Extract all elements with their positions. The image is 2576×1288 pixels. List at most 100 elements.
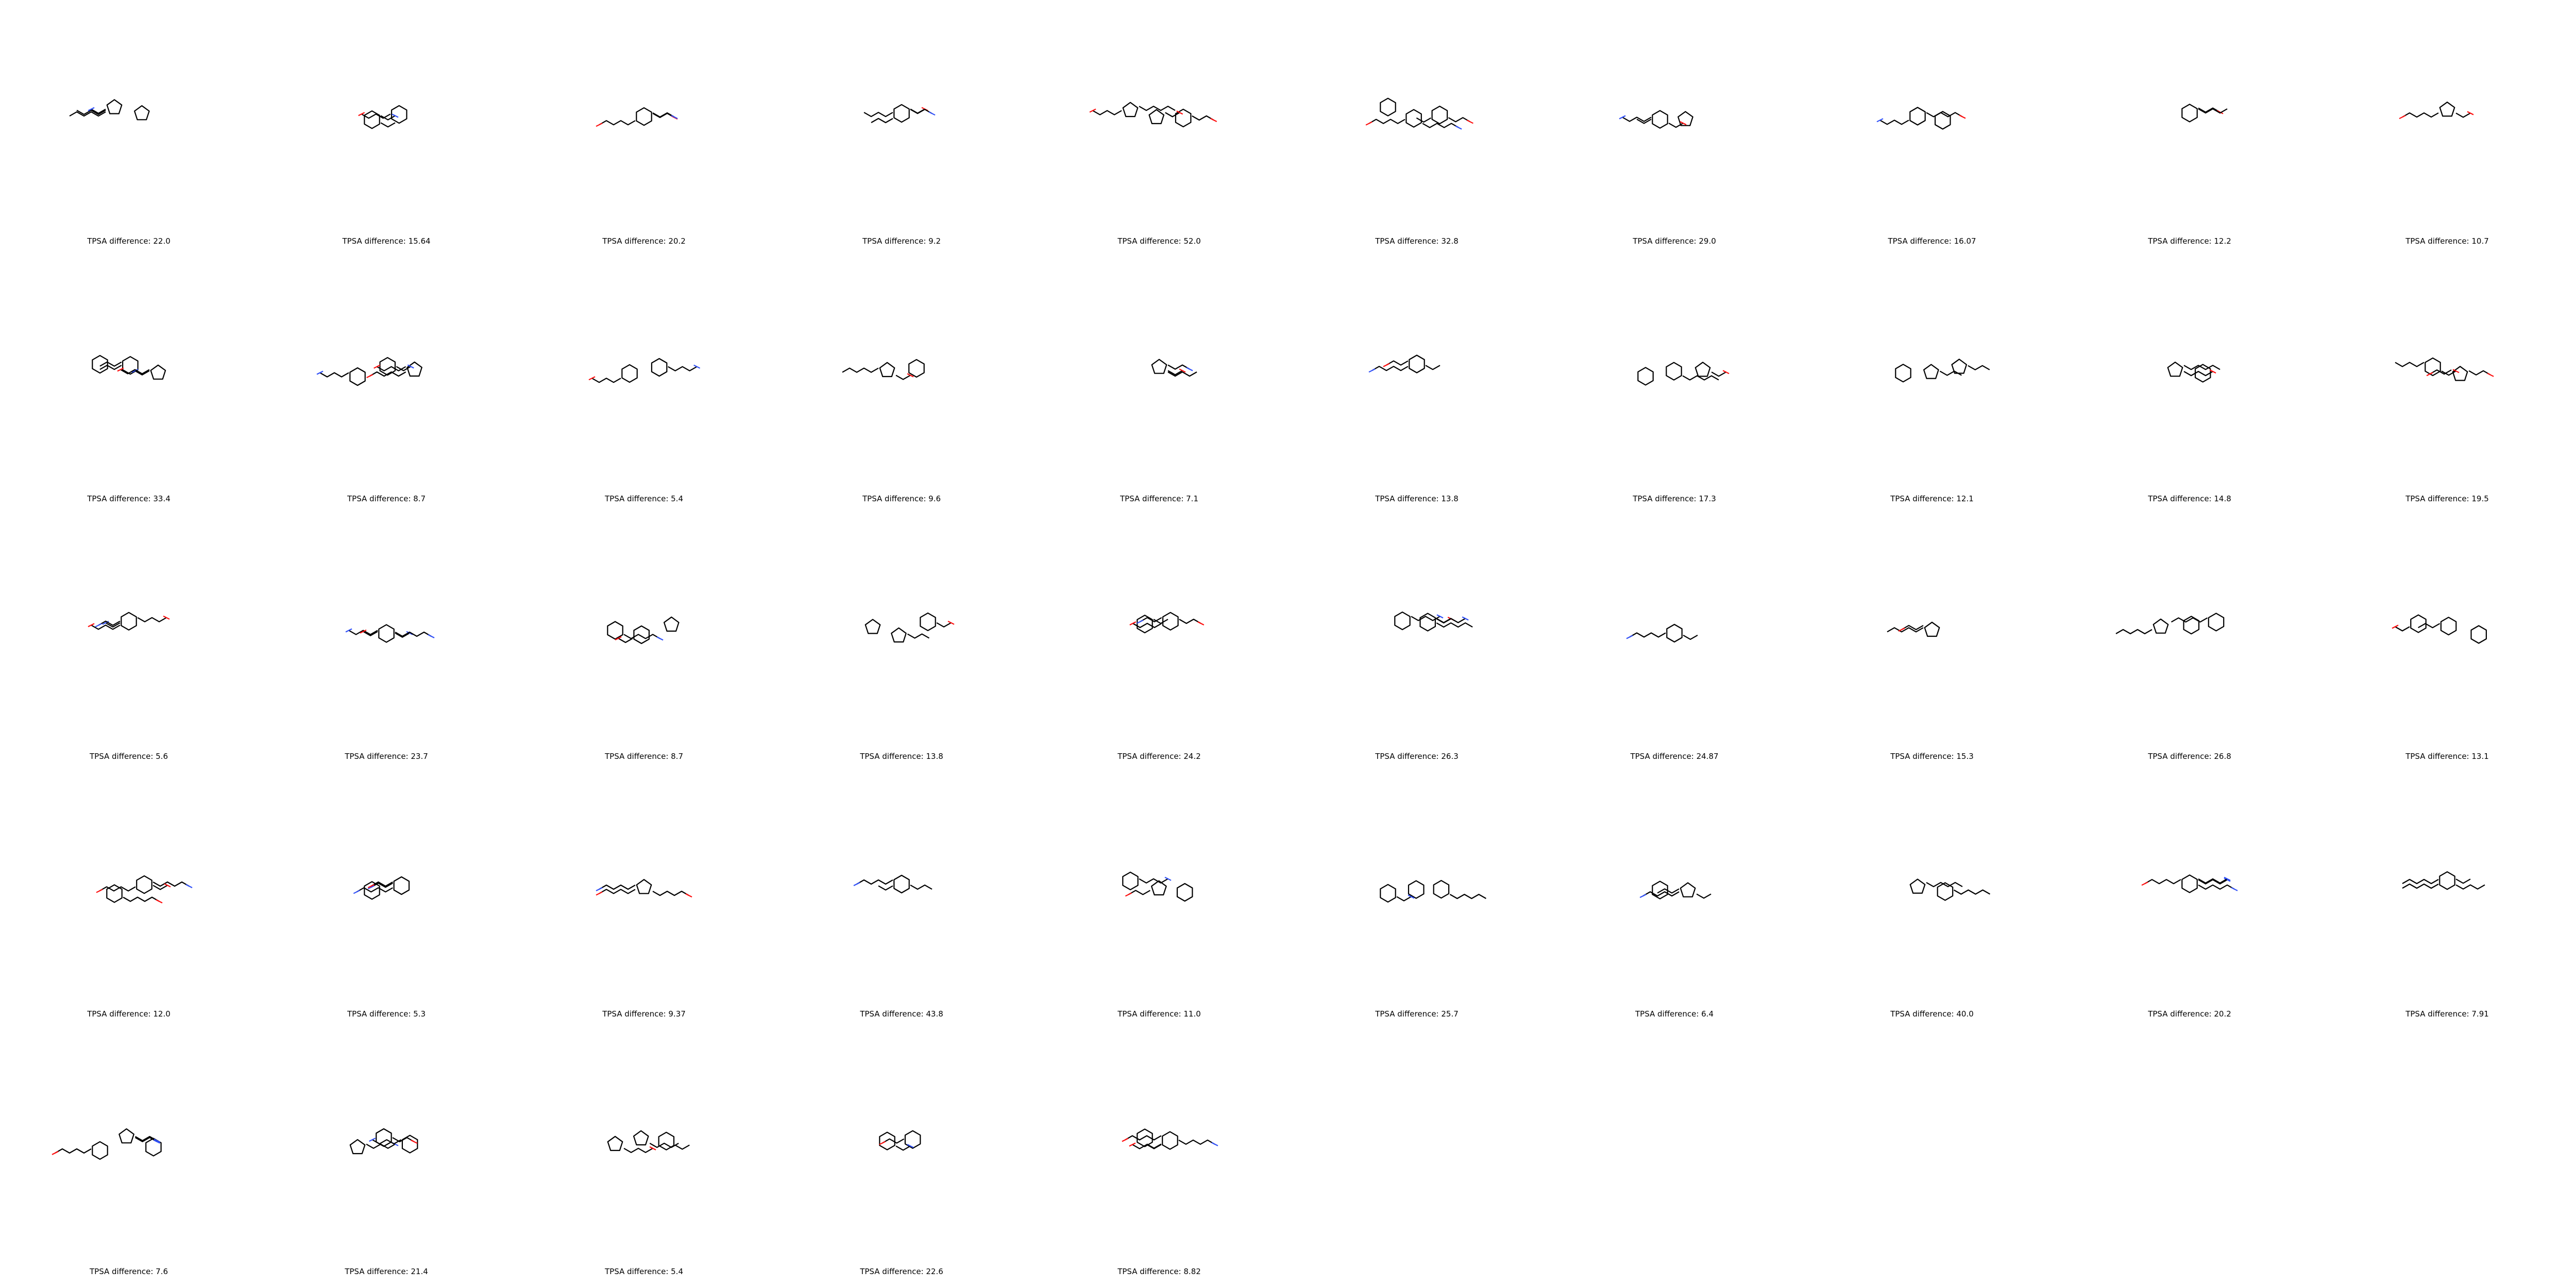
chain-bond (105, 622, 121, 628)
ring-bond (1923, 364, 1939, 379)
molecule-structure-drawing (1151, 359, 1197, 377)
molecule-structure-drawing (2399, 101, 2474, 120)
heteroatom-bond (2487, 372, 2494, 377)
molecule-cell: TPSA difference: 9.6 (773, 258, 1030, 515)
ring-bond (607, 621, 623, 640)
ring-bond (145, 1138, 162, 1157)
heteroatom-bond (406, 631, 413, 635)
heteroatom-bond (1436, 614, 1444, 619)
ring-bond (908, 359, 925, 378)
chain-bond (1416, 117, 1431, 123)
ring-bond (364, 110, 380, 129)
tpsa-difference-label: TPSA difference: 15.3 (1890, 752, 1974, 761)
chain-bond (1657, 888, 1680, 894)
molecule-structure-drawing (596, 107, 678, 127)
chain-bond (649, 1143, 679, 1148)
tpsa-difference-label: TPSA difference: 8.7 (604, 752, 683, 761)
chain-bond (895, 375, 911, 380)
ring-bond (136, 875, 152, 894)
ring-bond (121, 612, 137, 631)
chain-bond (907, 633, 930, 639)
chain-bond (652, 112, 675, 118)
chain-bond (1887, 627, 1924, 633)
tpsa-difference-label: TPSA difference: 32.8 (1375, 236, 1459, 246)
tpsa-difference-label: TPSA difference: 8.82 (1117, 1267, 1201, 1276)
chain-bond (1140, 617, 1162, 622)
chain-bond (1696, 893, 1711, 899)
molecule-structure-drawing (2392, 614, 2487, 644)
chain-bond (1448, 117, 1470, 123)
molecule-cell: TPSA difference: 20.2 (515, 0, 773, 258)
chain-bond (2395, 626, 2410, 632)
molecule-cell: TPSA difference: 5.6 (0, 515, 258, 773)
chain-bond (370, 883, 393, 888)
molecule-structure-drawing (879, 1130, 921, 1151)
heteroatom-bond (392, 113, 399, 118)
molecule-cell: TPSA difference: 12.1 (1803, 258, 2061, 515)
heteroatom-bond (2392, 624, 2399, 629)
heteroatom-bond (2209, 369, 2216, 374)
chain-bond (377, 366, 406, 371)
molecule-structure-drawing (1895, 359, 1990, 383)
ring-bond (2167, 361, 2183, 377)
ring-bond (633, 1130, 649, 1146)
heteroatom-bond (2399, 115, 2406, 120)
heteroatom-bond (928, 111, 936, 116)
tpsa-difference-label: TPSA difference: 9.6 (862, 494, 941, 503)
ring-bond (2181, 874, 2198, 893)
ring-bond (1122, 101, 1139, 117)
molecule-cell: TPSA difference: 16.07 (1803, 0, 2061, 258)
heteroatom-bond (2231, 887, 2238, 891)
heteroatom-bond (1455, 125, 1462, 130)
heteroatom-bond (367, 885, 375, 890)
tpsa-difference-label: TPSA difference: 5.6 (89, 752, 168, 761)
heteroatom-bond (1680, 121, 1687, 126)
ring-bond (1666, 623, 1683, 643)
chain-bond (361, 113, 391, 119)
ring-bond (2181, 104, 2198, 123)
molecule-structure-drawing (863, 104, 936, 124)
tpsa-difference-label: TPSA difference: 7.6 (89, 1267, 168, 1276)
ring-bond (607, 1136, 623, 1151)
chain-bond (1386, 360, 1409, 366)
tpsa-difference-label: TPSA difference: 26.8 (2148, 752, 2231, 761)
chain-bond (1879, 120, 1909, 125)
heteroatom-bond (366, 374, 374, 378)
chain-bond (599, 120, 636, 126)
tpsa-difference-label: TPSA difference: 24.87 (1630, 752, 1719, 761)
ring-bond (904, 1130, 921, 1149)
chain-bond (152, 881, 190, 887)
molecule-cell: TPSA difference: 23.7 (258, 515, 515, 773)
chain-bond (380, 122, 396, 128)
heteroatom-bond (1639, 894, 1647, 898)
molecule-cell: TPSA difference: 5.4 (515, 1030, 773, 1288)
chain-bond (356, 887, 393, 893)
molecule-structure-drawing (1122, 871, 1193, 902)
ring-bond (1637, 367, 1654, 386)
heteroatom-bond (2216, 110, 2224, 114)
heteroatom-bond (1876, 118, 1884, 123)
molecule-structure-drawing (1876, 107, 1966, 130)
chain-bond (395, 632, 410, 638)
chain-bond (2455, 878, 2471, 884)
molecule-structure-drawing (1368, 354, 1440, 374)
heteroatom-bond (163, 615, 170, 620)
chain-bond (134, 1137, 158, 1142)
heteroatom-bond (96, 889, 103, 893)
chain-bond (1425, 365, 1440, 370)
molecule-cell: TPSA difference: 13.1 (2318, 515, 2576, 773)
chain-bond (2115, 629, 2153, 635)
tpsa-difference-label: TPSA difference: 5.4 (604, 494, 683, 503)
chain-bond (1926, 112, 1963, 117)
tpsa-difference-label: TPSA difference: 9.2 (862, 236, 941, 246)
molecule-cell: TPSA difference: 14.8 (2061, 258, 2318, 515)
heteroatom-bond (596, 891, 603, 896)
molecule-cell: TPSA difference: 22.0 (0, 0, 258, 258)
ring-bond (106, 884, 123, 903)
molecule-structure-drawing (2141, 874, 2238, 893)
chain-bond (2402, 112, 2439, 118)
chain-bond (1368, 118, 1405, 124)
chain-bond (599, 889, 636, 894)
molecule-cell: TPSA difference: 5.3 (258, 773, 515, 1030)
ring-bond (1433, 880, 1450, 899)
